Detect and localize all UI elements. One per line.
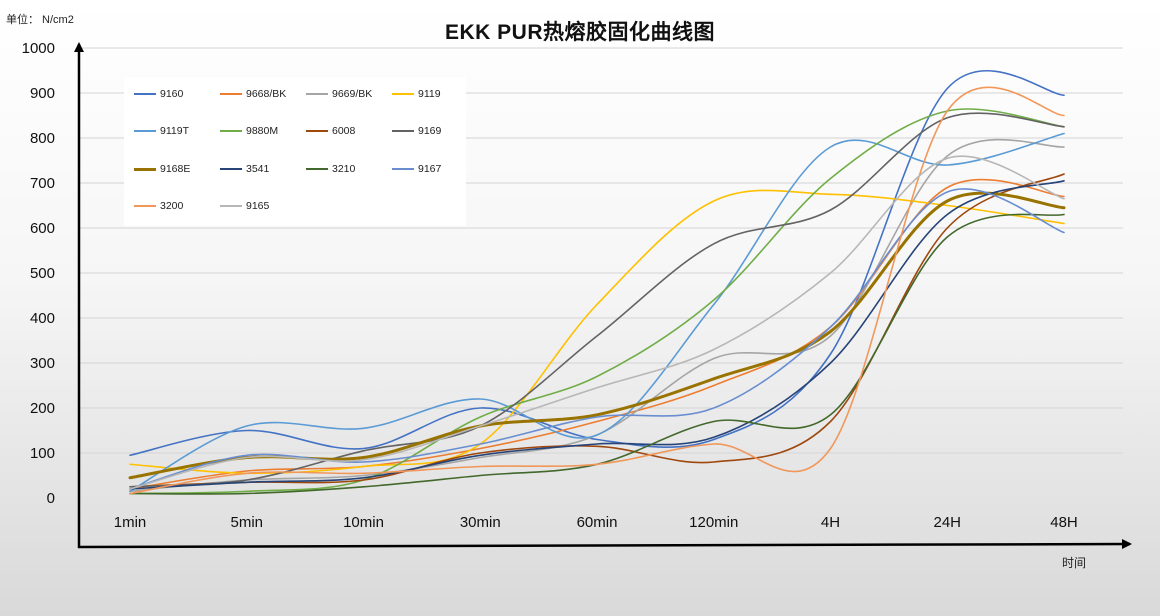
legend-label: 9119T [160,125,189,137]
legend-label: 9168E [160,163,191,175]
series-line-6008 [129,173,1065,488]
legend-label: 3210 [332,163,356,175]
legend-label: 9880M [246,125,279,137]
legend-item: 9119T [134,125,189,137]
legend-item: 9880M [220,125,278,137]
series-line-3541 [129,180,1065,490]
legend-label: 6008 [332,125,356,137]
legend-item: 9669/BK [306,88,372,100]
legend-label: 9668/BK [246,88,287,100]
legend-swatch [392,93,414,95]
series-line-9669/BK [129,138,1065,493]
legend-item: 3541 [220,163,269,175]
legend-swatch [134,205,156,207]
y-tick-label: 500 [30,265,55,282]
y-tick-label: 200 [30,400,55,417]
series-line-9169 [129,112,1065,488]
series-line-9119 [129,189,1065,475]
unit-label: 单位： N/cm2 [6,14,74,26]
legend-item: 9668/BK [220,88,286,100]
chart-title: EKK PUR热熔胶固化曲线图 [444,21,715,44]
legend-label: 9169 [418,125,442,137]
legend-swatch [134,93,156,95]
legend-label: 3200 [160,200,184,212]
series-line-9880M [129,108,1065,495]
legend-item: 9168E [134,163,190,175]
legend-swatch [220,130,242,132]
x-axis-title: 时间 [1061,556,1086,570]
legend-item: 9169 [392,125,441,137]
legend-label: 9160 [160,88,184,100]
x-tick-label: 48H [1050,514,1078,531]
legend-swatch [134,167,156,171]
x-axis [77,539,1132,550]
legend-label: 9165 [246,200,270,212]
legend-item: 9160 [134,88,183,100]
y-tick-label: 800 [30,130,55,147]
x-tick-label: 24H [933,514,961,531]
legend-label: 9669/BK [332,88,373,100]
x-tick-label: 10min [343,514,384,531]
y-tick-label: 400 [30,310,55,327]
legend-item: 9119 [392,88,441,100]
y-tick-label: 700 [30,175,55,192]
y-tick-label: 100 [30,445,55,462]
chart-legend: 9160 9668/BK 9669/BK 9119 9119T 9880M 6008 9169… [124,77,466,226]
y-tick-label: 600 [30,220,55,237]
legend-label: 3541 [246,163,270,175]
series-line-9165 [129,155,1065,490]
x-tick-label: 30min [460,514,501,531]
legend-item: 3210 [306,163,355,175]
legend-swatch [392,168,414,170]
x-tick-label: 60min [577,514,618,531]
y-tick-label: 300 [30,355,55,372]
series-line-3200 [129,86,1065,495]
legend-swatch [306,168,328,170]
legend-item: 6008 [306,125,355,137]
legend-swatch [306,93,328,95]
legend-item: 9167 [392,163,441,175]
y-tick-label: 900 [30,85,55,102]
legend-swatch [220,205,242,207]
legend-swatch [220,93,242,95]
legend-swatch [306,130,328,132]
legend-label: 9119 [418,88,441,100]
legend-swatch [220,168,242,170]
x-tick-label: 1min [114,514,147,531]
y-tick-label: 1000 [22,40,55,57]
y-tick-label: 0 [47,490,55,507]
series-line-9119T [129,132,1065,493]
legend-swatch [134,130,156,132]
legend-label: 9167 [418,163,442,175]
legend-item: 9165 [220,200,269,212]
series-line-3210 [129,213,1065,495]
legend-swatch [392,130,414,132]
x-tick-label: 4H [821,514,840,531]
series-line-9167 [129,188,1065,490]
x-tick-label: 120min [689,514,738,531]
x-tick-label: 5min [230,514,263,531]
legend-item: 3200 [134,200,183,212]
